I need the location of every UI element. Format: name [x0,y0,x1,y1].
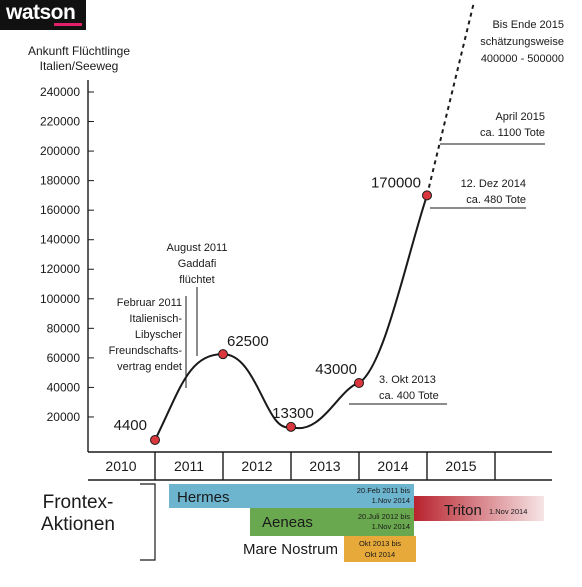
y-tick-label: 220000 [40,115,80,129]
arrivals-line [155,195,427,440]
annotation-aug-2011: August 2011 Gaddafi flüchtet [167,242,228,286]
annotation-okt-2013: 3. Okt 2013 ca. 400 Tote [379,374,439,402]
y-tick-label: 60000 [47,351,81,365]
data-point-label: 43000 [315,361,357,378]
y-tick-label: 100000 [40,292,80,306]
y-tick-label: 240000 [40,85,80,99]
frontex-section-label: Frontex-Aktionen [41,492,115,535]
projection-label: Bis Ende 2015 schätzungsweise 400000 - 500… [480,19,564,65]
x-tick-label: 2012 [241,458,272,474]
x-tick-label: 2015 [445,458,476,474]
data-point-marker [151,436,160,445]
y-axis-label: Ankunft Flüchtlinge Italien/Seeweg [14,44,144,74]
projection-line [427,2,474,195]
x-tick-label: 2010 [105,458,136,474]
aeneas-label: Aeneas [262,514,313,531]
watson-logo: watson [0,0,86,30]
y-tick-label: 180000 [40,174,80,188]
data-point-label: 4400 [114,417,147,434]
data-point-marker [423,191,432,200]
hermes-label: Hermes [177,489,230,506]
frontex-bracket [140,484,155,560]
x-axis-ticks: 2010 2011 2012 2013 2014 2015 [105,452,495,480]
data-point-label: 13300 [272,405,314,422]
data-point-marker [355,378,364,387]
annotation-apr-2015: April 2015 ca. 1100 Tote [480,111,545,139]
y-tick-label: 160000 [40,203,80,217]
y-tick-label: 40000 [47,380,81,394]
y-axis-ticks: 20000 40000 60000 80000 100000 120000 140000 16… [40,85,94,424]
logo-accent-bar [54,23,82,26]
triton-note: 1.Nov 2014 [489,507,527,516]
data-point-label: 170000 [371,174,421,191]
annotation-feb-2011: Februar 2011 Italienisch-Libyscher Freunds… [109,297,183,373]
y-tick-label: 140000 [40,233,80,247]
data-point-marker [287,422,296,431]
data-point-marker [219,350,228,359]
y-tick-label: 120000 [40,262,80,276]
y-tick-label: 200000 [40,144,80,158]
mare-nostrum-label: Mare Nostrum [243,541,338,558]
y-tick-label: 80000 [47,321,81,335]
x-tick-label: 2014 [377,458,408,474]
x-tick-label: 2011 [174,458,204,474]
arrivals-series: 4400 62500 13300 43000 170000 Bis Ende 2015 sc… [114,2,564,445]
annotation-dez-2014: 12. Dez 2014 ca. 480 Tote [461,178,526,206]
data-point-label: 62500 [227,333,269,350]
logo-wordmark: watson [6,1,75,25]
y-tick-label: 20000 [47,410,81,424]
x-tick-label: 2013 [309,458,340,474]
triton-label: Triton [444,502,482,519]
